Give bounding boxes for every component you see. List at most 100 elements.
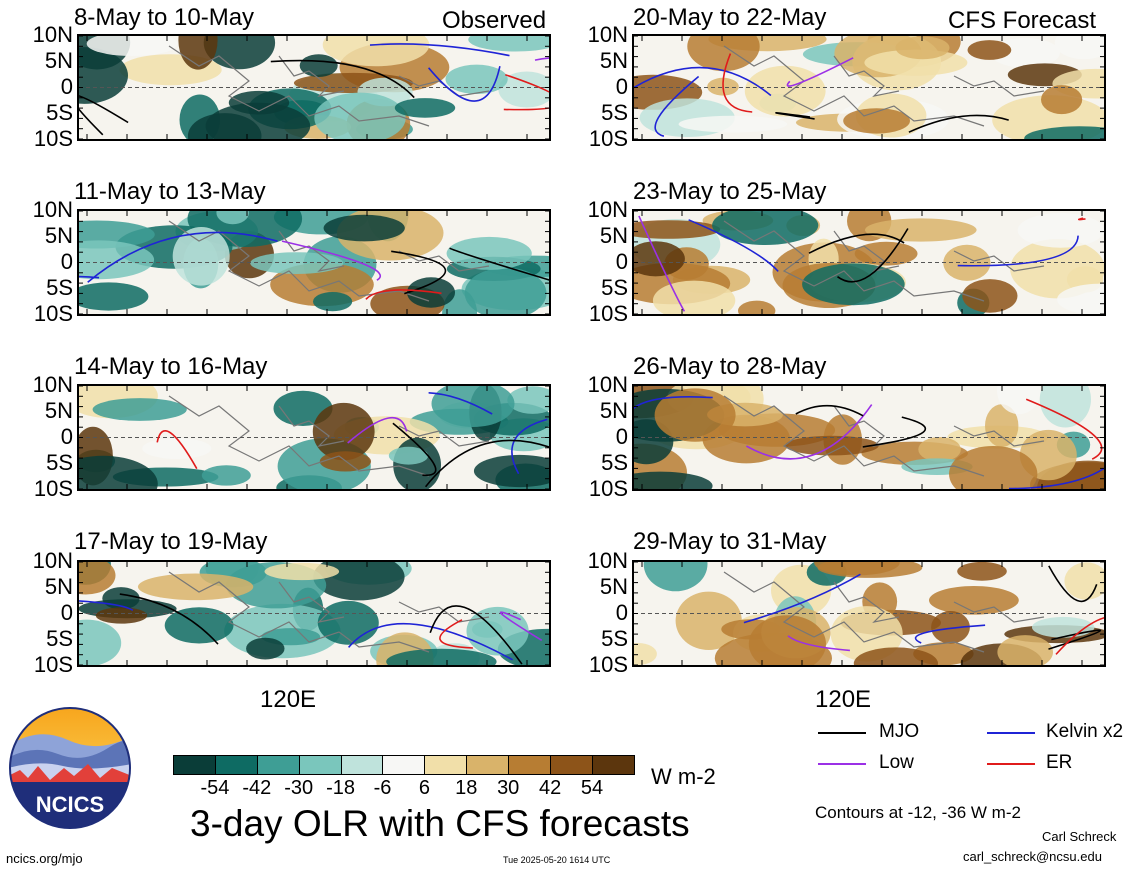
lat-label: 10S [588,652,628,677]
olr-map-panel [632,34,1106,141]
olr-map-panel [77,209,551,316]
lat-label: 5S [601,626,628,651]
panel-title: 20-May to 22-May [633,4,827,31]
olr-map-panel [632,209,1106,316]
colorbar-swatch [509,756,552,774]
panel-title: 11-May to 13-May [74,178,266,205]
colorbar-swatch [425,756,468,774]
olr-map-panel [77,384,551,491]
colorbar-swatch [551,756,593,774]
x-tick-120e: 120E [260,686,317,713]
lat-label: 5S [601,275,628,300]
contours-note: Contours at -12, -36 W m-2 [815,803,1021,822]
panel-title: 26-May to 28-May [633,353,827,380]
colorbar [173,755,635,775]
lat-label: 5N [599,574,628,599]
lat-label: 10S [33,301,73,326]
panel-title: 8-May to 10-May [74,4,255,31]
lat-label: 0 [615,600,628,625]
lat-label: 10N [32,548,73,573]
legend-mjo-line [818,732,866,734]
legend-er-label: ER [1046,752,1073,773]
lat-label: 0 [60,249,73,274]
olr-map-panel [77,560,551,667]
lat-label: 10N [32,372,73,397]
main-title: 3-day OLR with CFS forecasts [190,803,690,844]
ncics-logo: NCICS [8,706,132,830]
lat-label: 0 [615,424,628,449]
legend-er-line [987,763,1035,765]
logo-text: NCICS [36,792,104,817]
lat-label: 5S [46,275,73,300]
colorbar-swatch [174,756,216,774]
colorbar-units: W m-2 [651,764,716,789]
panel-title: 17-May to 19-May [74,528,268,555]
lat-label: 5N [599,48,628,73]
lat-label: 5N [599,398,628,423]
lat-label: 10N [32,197,73,222]
lat-label: 5S [46,450,73,475]
lat-label: 0 [615,249,628,274]
lat-label: 5N [44,398,73,423]
colorbar-swatch [341,756,384,774]
colorbar-tick-label: -30 [284,777,314,799]
lat-label: 5N [44,223,73,248]
colorbar-tick-label: 42 [538,777,562,799]
olr-map-panel [632,384,1106,491]
colorbar-tick-label: 6 [418,777,430,799]
panel-title: 29-May to 31-May [633,528,827,555]
lat-label: 0 [60,74,73,99]
lat-label: 5S [46,626,73,651]
lat-label: 0 [60,424,73,449]
colorbar-swatch [383,756,426,774]
lat-label: 5S [46,100,73,125]
forecast-label: CFS Forecast [948,7,1097,34]
legend-low-label: Low [879,752,914,773]
legend-kelvin-line [987,732,1035,734]
lat-label: 10S [588,476,628,501]
legend-kelvin-label: Kelvin x2 [1046,721,1124,742]
footer-url[interactable]: ncics.org/mjo [6,851,83,866]
footer-email[interactable]: carl_schreck@ncsu.edu [963,849,1102,864]
lat-label: 10S [588,126,628,151]
colorbar-tick-label: 18 [455,777,478,799]
colorbar-swatch [257,756,300,774]
lat-label: 0 [60,600,73,625]
footer-timestamp: Tue 2025-05-20 1614 UTC [503,855,611,865]
lat-label: 5S [601,100,628,125]
lat-label: 5N [599,223,628,248]
colorbar-swatch [592,756,634,774]
colorbar-tick-label: 30 [497,777,520,799]
lat-label: 10N [587,548,628,573]
lat-label: 10S [33,652,73,677]
panel-title: 23-May to 25-May [633,178,827,205]
lat-label: 10N [32,22,73,47]
colorbar-tick-label: -18 [326,777,356,799]
colorbar-tick-label: 54 [580,777,604,799]
lat-label: 10N [587,22,628,47]
colorbar-swatch [215,756,258,774]
lat-label: 5N [44,574,73,599]
colorbar-tick-label: -54 [200,777,230,799]
observed-label: Observed [442,7,547,34]
lat-label: 5N [44,48,73,73]
lat-label: 10N [587,197,628,222]
legend-low-line [818,763,866,765]
colorbar-tick-label: -42 [242,777,272,799]
ncics-logo-icon: NCICS [9,707,131,829]
olr-map-panel [632,560,1106,667]
lat-label: 10S [33,126,73,151]
olr-map-panel [77,34,551,141]
lat-label: 10S [588,301,628,326]
legend-mjo-label: MJO [879,721,920,742]
lat-label: 10N [587,372,628,397]
panel-title: 14-May to 16-May [74,353,268,380]
lat-label: 0 [615,74,628,99]
lat-label: 10S [33,476,73,501]
colorbar-swatch [299,756,342,774]
x-tick-120e: 120E [815,686,872,713]
colorbar-swatch [467,756,510,774]
footer-author: Carl Schreck [1042,829,1117,844]
colorbar-tick-label: -6 [373,777,392,799]
lat-label: 5S [601,450,628,475]
